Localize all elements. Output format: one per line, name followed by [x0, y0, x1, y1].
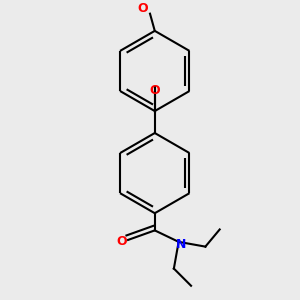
- Text: O: O: [149, 84, 160, 97]
- Text: O: O: [137, 2, 148, 15]
- Text: O: O: [116, 236, 127, 248]
- Text: N: N: [176, 238, 187, 251]
